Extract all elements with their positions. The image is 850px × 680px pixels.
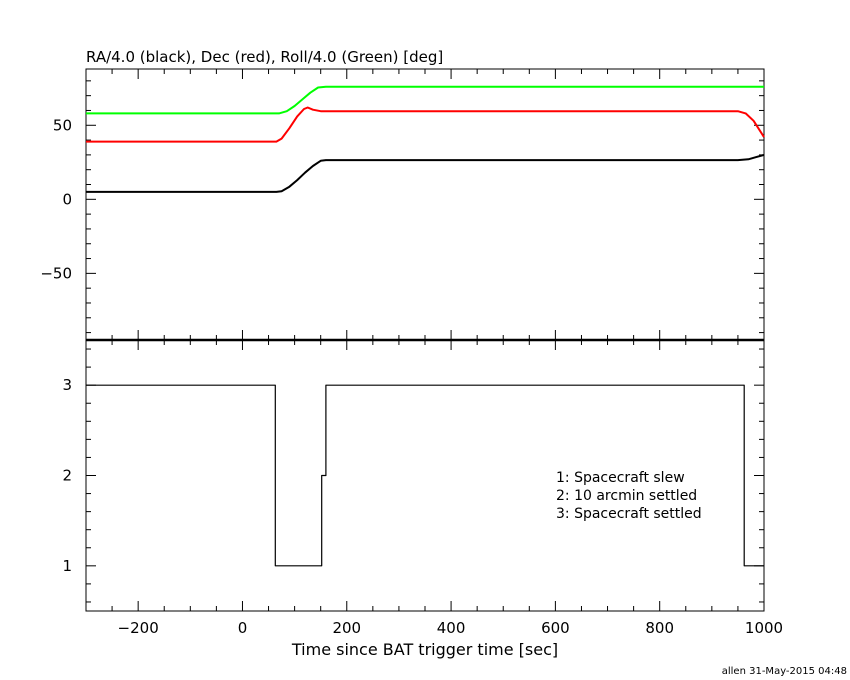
- y-tick-label: 2: [62, 467, 72, 485]
- plot-frame: [85, 68, 765, 341]
- legend-entry-10arcmin: 2: 10 arcmin settled: [556, 488, 697, 504]
- top-panel: −50 0 50: [40, 68, 765, 341]
- x-tick-label: 200: [332, 619, 361, 637]
- x-tick-label: 400: [437, 619, 466, 637]
- series-line-0: [86, 384, 764, 567]
- series-line-1: [86, 106, 765, 143]
- series-line-2: [86, 85, 764, 115]
- footer-credit: allen 31-May-2015 04:48: [722, 666, 847, 677]
- legend-entry-slew: 1: Spacecraft slew: [556, 470, 685, 486]
- x-tick-label: 600: [541, 619, 570, 637]
- y-tick-label: −50: [40, 264, 72, 282]
- x-axis-label: Time since BAT trigger time [sec]: [291, 640, 558, 659]
- top-panel-title: RA/4.0 (black), Dec (red), Roll/4.0 (Gre…: [86, 48, 443, 66]
- y-tick-label: 3: [62, 376, 72, 394]
- x-tick-label: 800: [645, 619, 674, 637]
- y-tick-label: 0: [62, 190, 72, 208]
- y-tick-label: 1: [62, 557, 72, 575]
- series-line-0: [86, 153, 765, 193]
- legend-entry-settled: 3: Spacecraft settled: [556, 506, 702, 522]
- x-tick-label: 1000: [745, 619, 783, 637]
- x-tick-label: 0: [238, 619, 248, 637]
- x-tick-label: −200: [118, 619, 159, 637]
- y-tick-label: 50: [53, 116, 72, 134]
